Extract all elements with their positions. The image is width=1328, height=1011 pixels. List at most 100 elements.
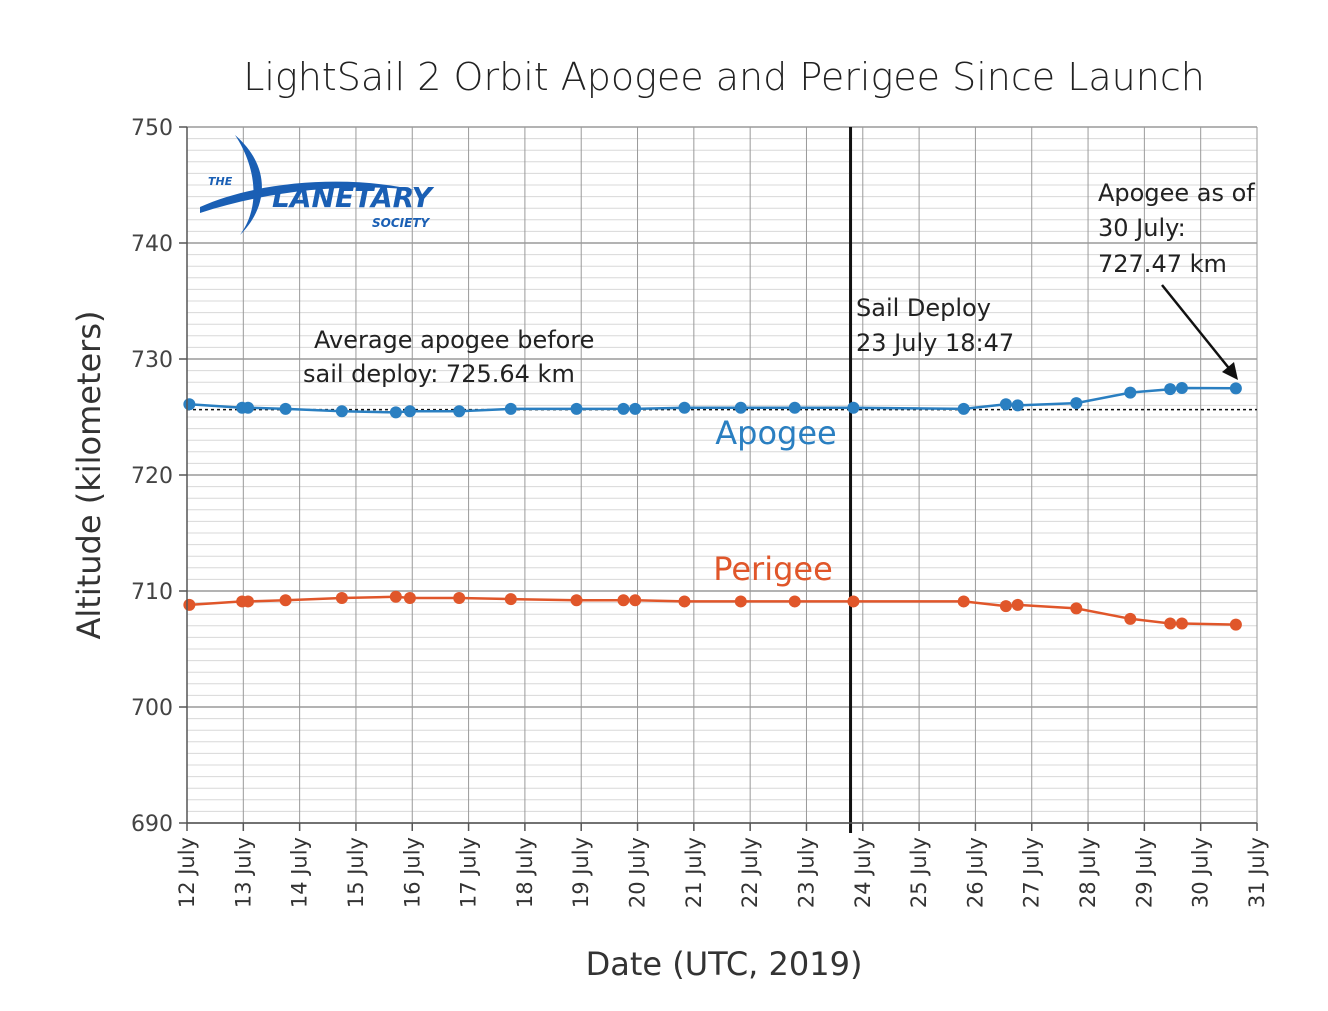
data-point-apogee (570, 402, 583, 415)
y-axis-label: Altitude (kilometers) (70, 311, 108, 640)
x-tick-label: 16 July (400, 837, 424, 908)
x-tick-label: 20 July (626, 837, 650, 908)
x-tick-label: 19 July (569, 837, 593, 908)
x-tick-label: 21 July (682, 837, 706, 908)
data-point-perigee (957, 595, 970, 608)
annotation-deploy-line1: Sail Deploy (856, 294, 991, 322)
data-point-apogee (788, 401, 801, 414)
x-tick-label: 29 July (1132, 837, 1156, 908)
data-point-perigee (1011, 598, 1024, 611)
x-tick-label: 31 July (1245, 837, 1269, 908)
x-tick-label: 28 July (1076, 837, 1100, 908)
data-point-perigee (1164, 617, 1177, 630)
x-tick-label: 27 July (1020, 837, 1044, 908)
logo-arc-icon (200, 181, 415, 213)
series-layer (183, 382, 1242, 631)
y-tick-label: 690 (131, 812, 173, 837)
data-point-perigee (335, 591, 348, 604)
data-point-perigee (1124, 612, 1137, 625)
data-point-apogee (504, 402, 517, 415)
data-point-perigee (279, 594, 292, 607)
x-tick-label: 30 July (1189, 837, 1213, 908)
logo-planetary: LANETARY (272, 181, 435, 214)
data-point-perigee (1229, 618, 1242, 631)
data-point-apogee (629, 402, 642, 415)
data-point-apogee (389, 406, 402, 419)
data-point-apogee (1124, 386, 1137, 399)
annotation-apogee-line3: 727.47 km (1098, 250, 1227, 278)
data-point-apogee (279, 402, 292, 415)
data-point-perigee (734, 595, 747, 608)
annotation-apogee-line2: 30 July: (1098, 214, 1186, 242)
data-point-apogee (335, 405, 348, 418)
y-tick-labels: 690 700 710 720 730 740 750 (131, 116, 187, 837)
minor-gridlines (187, 138, 1257, 812)
series-label-perigee: Perigee (713, 550, 833, 588)
series-line-apogee (189, 386, 1236, 414)
logo-swoosh-icon (235, 135, 262, 235)
series-label-apogee: Apogee (715, 414, 836, 452)
data-point-perigee (570, 594, 583, 607)
logo: THE LANETARY SOCIETY (200, 135, 435, 235)
annotation-arrow (1161, 284, 1233, 373)
x-tick-label: 12 July (175, 837, 199, 908)
data-point-perigee (1070, 602, 1083, 615)
data-point-perigee (617, 594, 630, 607)
data-point-apogee (957, 402, 970, 415)
x-tick-label: 18 July (513, 837, 537, 908)
y-tick-label: 730 (131, 348, 173, 373)
data-point-perigee (847, 595, 860, 608)
data-point-perigee (403, 591, 416, 604)
x-tick-label: 23 July (794, 837, 818, 908)
y-tick-label: 710 (131, 580, 173, 605)
annotation-average-line1: Average apogee before (314, 326, 594, 354)
x-tick-label: 26 July (963, 837, 987, 908)
data-point-perigee (183, 598, 196, 611)
data-point-apogee (999, 398, 1012, 411)
annotation-deploy-line2: 23 July 18:47 (856, 329, 1014, 357)
y-tick-label: 700 (131, 696, 173, 721)
data-point-perigee (788, 595, 801, 608)
x-tick-labels: 12 July 13 July 14 July 15 July 16 July 17 Ju… (175, 837, 1269, 908)
x-tick-label: 24 July (851, 837, 875, 908)
data-point-apogee (183, 398, 196, 411)
annotation-average-line2: sail deploy: 725.64 km (303, 360, 575, 388)
y-tick-label: 740 (131, 232, 173, 257)
data-point-perigee (242, 595, 255, 608)
major-gridlines (186, 126, 1258, 831)
data-point-apogee (242, 401, 255, 414)
data-point-apogee (734, 401, 747, 414)
data-point-apogee (1229, 382, 1242, 395)
data-point-apogee (1011, 399, 1024, 412)
data-point-perigee (1175, 617, 1188, 630)
annotation-apogee-line1: Apogee as of (1098, 179, 1255, 207)
data-point-apogee (678, 401, 691, 414)
data-point-apogee (1175, 382, 1188, 394)
data-point-apogee (1070, 397, 1083, 410)
x-tick-label: 13 July (231, 837, 255, 908)
data-point-apogee (403, 405, 416, 418)
series-line-perigee (189, 595, 1236, 626)
logo-society: SOCIETY (372, 216, 430, 230)
annotation-arrowhead-icon (1222, 362, 1238, 380)
annotation-deploy: Sail Deploy 23 July 18:47 (856, 294, 1014, 357)
annotation-apogee-now: Apogee as of 30 July: 727.47 km (1098, 179, 1255, 380)
chart-title: LightSail 2 Orbit Apogee and Perigee Sin… (243, 55, 1205, 99)
annotation-average: Average apogee before sail deploy: 725.6… (303, 326, 594, 388)
data-point-perigee (389, 590, 402, 603)
data-point-apogee (453, 405, 466, 418)
data-point-perigee (453, 591, 466, 604)
x-tick-label: 25 July (907, 837, 931, 908)
data-point-perigee (678, 595, 691, 608)
data-point-apogee (1164, 383, 1177, 396)
data-point-perigee (629, 594, 642, 607)
plot-frame (186, 127, 1257, 824)
x-axis-label: Date (UTC, 2019) (586, 945, 863, 983)
x-tick-label: 15 July (344, 837, 368, 908)
y-tick-label: 750 (131, 116, 173, 141)
data-point-perigee (504, 593, 517, 606)
x-tick-label: 14 July (288, 837, 312, 908)
data-point-perigee (999, 600, 1012, 613)
data-point-apogee (847, 401, 860, 414)
